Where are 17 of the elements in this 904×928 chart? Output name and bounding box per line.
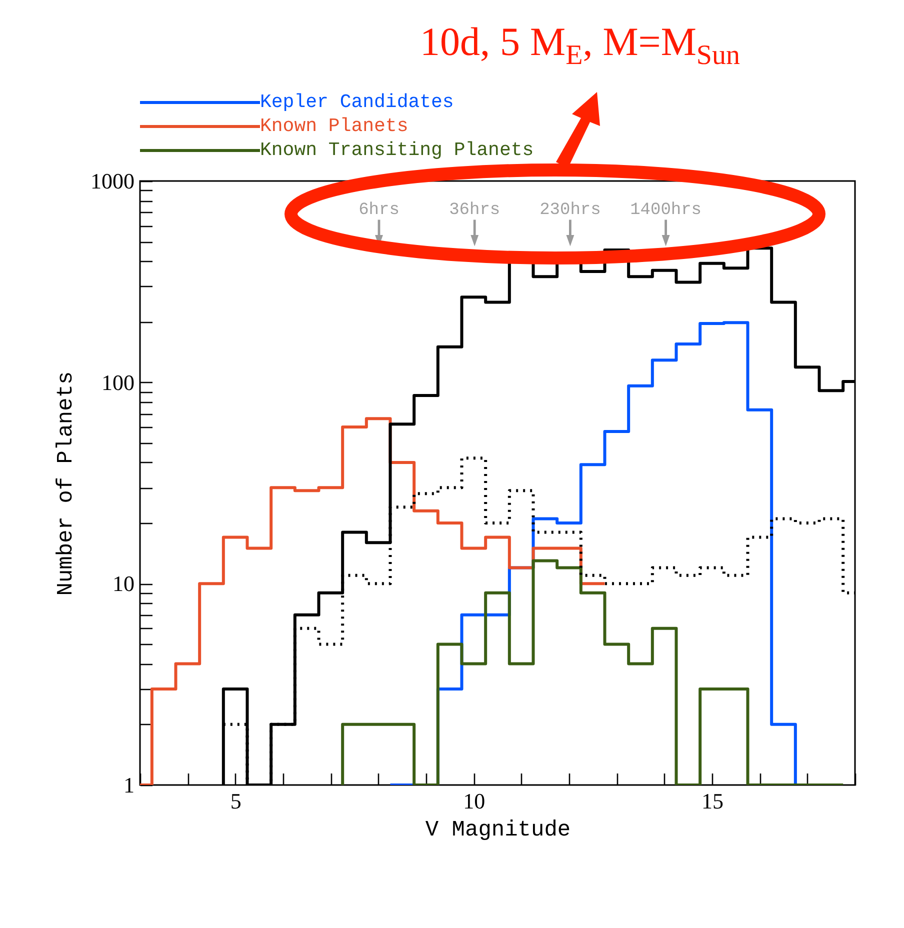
x-axis-title: V Magnitude	[425, 818, 571, 842]
y-tick-label: 100	[102, 370, 134, 395]
x-tick-label: 5	[230, 788, 242, 814]
y-tick-label: 1000	[90, 168, 134, 194]
chart-title: 10d, 5 M$_{E}$, M=M$_{Sun}$	[420, 18, 740, 72]
annotation: 36hrs	[449, 201, 500, 220]
x-tick-label: 15	[702, 788, 724, 814]
y-axis-title: Number of Planets	[54, 371, 78, 596]
text: Known Transiting Planets	[260, 138, 534, 162]
text: Kepler Candidates	[260, 90, 454, 114]
annotation: 6hrs	[358, 201, 400, 220]
text: Known Planets	[260, 114, 408, 138]
annotation: 1400hrs	[630, 201, 702, 220]
y-tick-label: 1	[124, 772, 134, 798]
y-tick-label: 10	[112, 571, 134, 596]
x-tick-label: 10	[463, 788, 486, 814]
annotation: 230hrs	[540, 201, 601, 220]
